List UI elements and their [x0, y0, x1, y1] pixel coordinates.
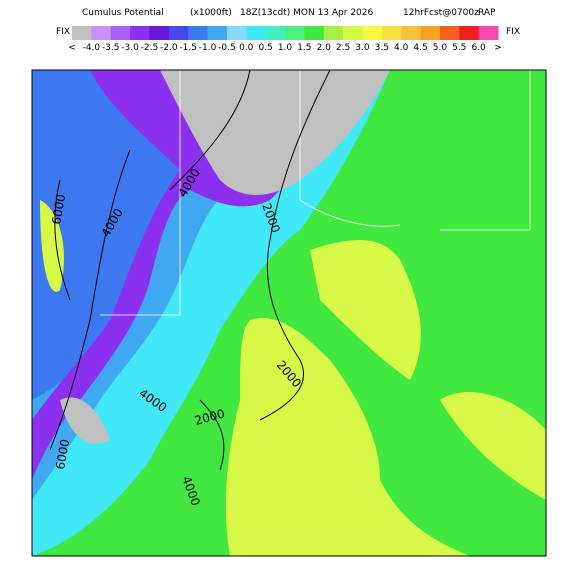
colorbar-swatch [207, 26, 228, 40]
units: (x1000ft) [190, 8, 232, 18]
colorbar-swatch [168, 26, 189, 40]
colorbar-label: 4.5 [413, 43, 427, 53]
colorbar-swatch [265, 26, 286, 40]
colorbar-swatch [188, 26, 209, 40]
contour-label: 6000 [49, 193, 68, 226]
colorbar-label: 3.5 [375, 43, 389, 53]
colorbar-label: 1.5 [297, 43, 311, 53]
colorbar-label: -1.0 [199, 43, 217, 53]
colorbar-swatch [381, 26, 402, 40]
colorbar-swatch [226, 26, 247, 40]
colorbar-swatch [478, 26, 499, 40]
colorbar-swatch [72, 26, 92, 40]
colorbar-label: < [68, 43, 76, 53]
colorbar-swatch [401, 26, 422, 40]
contour-label: 6000 [53, 438, 72, 471]
colorbar-label: 0.0 [239, 43, 254, 53]
colorbar-label: -2.0 [160, 43, 178, 53]
colorbar-swatch [459, 26, 480, 40]
colorbar-swatch [285, 26, 305, 40]
colorbar-label: -3.5 [102, 43, 120, 53]
colorbar-label: 4.0 [394, 43, 409, 53]
valid-time: 18Z(13cdt) MON 13 Apr 2026 [240, 8, 374, 18]
colorbar-swatch [420, 26, 441, 40]
forecast: 12hrFcst@0700z [403, 8, 479, 18]
colorbar-swatch [130, 26, 150, 40]
colorbar-label: -3.0 [121, 43, 139, 53]
colorbar-swatch [343, 26, 363, 40]
model: RAP [478, 8, 496, 18]
colorbar-label: -1.5 [179, 43, 197, 53]
colorbar-right-label: FIX [506, 27, 520, 37]
colorbar-label: 2.0 [317, 43, 332, 53]
colorbar-swatch [149, 26, 170, 40]
colorbar-swatch [362, 26, 383, 40]
colorbar-swatch [110, 26, 131, 40]
colorbar-swatch [304, 26, 325, 40]
colorbar-label: 5.0 [433, 43, 448, 53]
colorbar-label: 1.0 [278, 43, 293, 53]
map: 6000 4000 4000 2000 4000 2000 2000 6000 … [32, 70, 546, 556]
colorbar-swatch [91, 26, 112, 40]
colorbar-label: > [494, 43, 502, 53]
colorbar-label: -4.0 [83, 43, 101, 53]
colorbar-label: 0.5 [258, 43, 272, 53]
colorbar-label: -2.5 [141, 43, 159, 53]
colorbar-label: 6.0 [471, 43, 486, 53]
colorbar-swatch [246, 26, 267, 40]
colorbar-label: 3.0 [355, 43, 370, 53]
colorbar-label: 5.5 [452, 43, 466, 53]
colorbar-swatch [439, 26, 460, 40]
colorbar-label: -0.5 [218, 43, 236, 53]
colorbar-left-label: FIX [56, 27, 70, 37]
colorbar-label: 2.5 [336, 43, 350, 53]
title: Cumulus Potential [82, 8, 164, 18]
colorbar-swatch [323, 26, 344, 40]
